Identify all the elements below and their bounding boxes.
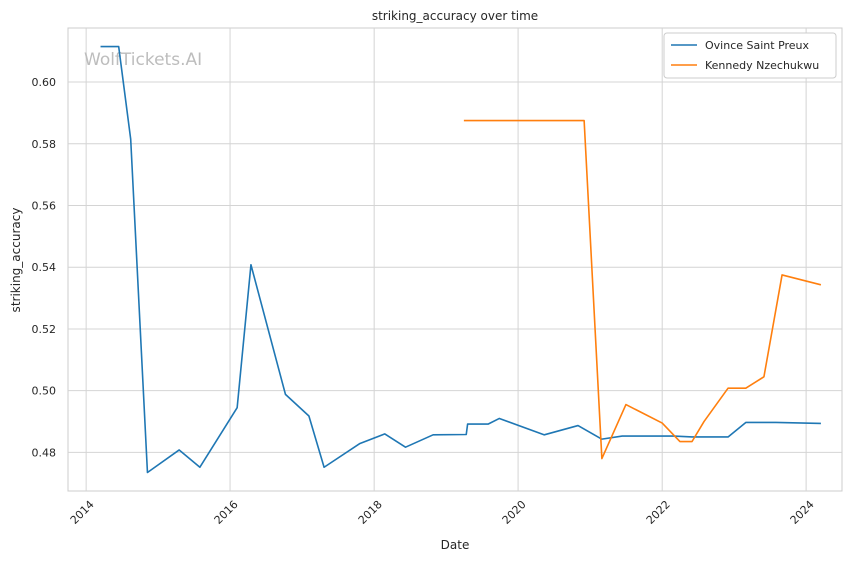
y-tick-label: 0.50 (32, 385, 57, 398)
data-point (763, 376, 765, 378)
data-point (727, 436, 729, 438)
y-tick-label: 0.56 (32, 199, 57, 212)
data-point (488, 423, 490, 425)
data-point (499, 418, 501, 420)
data-point (691, 436, 693, 438)
data-point (601, 458, 603, 460)
legend: Ovince Saint Preux Kennedy Nzechukwu (663, 32, 837, 79)
y-axis: 0.48 0.50 0.52 0.54 0.56 0.58 0.60 (32, 76, 57, 459)
data-point (405, 446, 407, 448)
data-point (323, 466, 325, 468)
x-tick-label: 2018 (356, 498, 385, 527)
data-point (820, 284, 822, 286)
data-point (308, 415, 310, 417)
x-tick-label: 2016 (212, 498, 241, 527)
data-point (100, 46, 102, 48)
data-point (250, 264, 252, 266)
data-point (781, 274, 783, 276)
data-point (432, 434, 434, 436)
data-point (199, 466, 201, 468)
y-tick-label: 0.58 (32, 138, 57, 151)
data-point (577, 425, 579, 427)
y-tick-label: 0.52 (32, 323, 57, 336)
data-point (625, 404, 627, 406)
y-tick-label: 0.54 (32, 261, 57, 274)
data-point (583, 120, 585, 122)
data-point (621, 435, 623, 437)
x-tick-label: 2022 (644, 498, 673, 527)
data-point (130, 138, 132, 140)
x-axis: 2014 2016 2018 2020 2022 2024 (68, 498, 817, 527)
y-axis-title: striking_accuracy (9, 208, 23, 313)
chart-title: striking_accuracy over time (372, 9, 538, 23)
data-point (544, 434, 546, 436)
data-point (467, 423, 469, 425)
plot-background (67, 27, 843, 492)
data-point (703, 421, 705, 423)
data-point (118, 46, 120, 48)
series-layer (100, 45, 822, 474)
data-point (285, 394, 287, 396)
data-point (359, 443, 361, 445)
y-tick-label: 0.60 (32, 76, 57, 89)
grid (68, 28, 842, 491)
y-tick-label: 0.48 (32, 446, 57, 459)
x-tick-label: 2024 (788, 498, 817, 527)
series-line-2 (463, 119, 822, 460)
data-point (465, 434, 467, 436)
x-tick-label: 2020 (500, 498, 529, 527)
data-point (147, 472, 149, 474)
data-point (236, 407, 238, 409)
data-point (727, 387, 729, 389)
legend-label-1: Ovince Saint Preux (705, 39, 810, 52)
watermark-text: WolfTickets.AI (84, 50, 202, 70)
x-tick-label: 2014 (68, 498, 97, 527)
data-point (820, 423, 822, 425)
data-point (679, 441, 681, 443)
data-point (178, 449, 180, 451)
data-point (384, 433, 386, 435)
data-point (463, 120, 465, 122)
data-point (745, 422, 747, 424)
data-point (775, 422, 777, 424)
legend-box (663, 32, 837, 79)
legend-label-2: Kennedy Nzechukwu (705, 59, 819, 72)
x-axis-title: Date (441, 538, 470, 552)
data-point (745, 387, 747, 389)
data-point (661, 422, 663, 424)
data-point (691, 441, 693, 443)
series-line-1 (100, 45, 821, 474)
